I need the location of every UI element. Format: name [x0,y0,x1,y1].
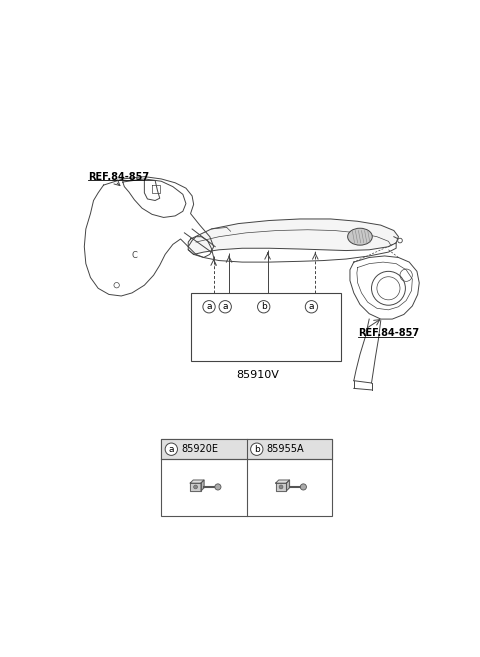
Text: b: b [254,445,260,454]
Circle shape [251,443,263,455]
Text: 85955A: 85955A [267,444,304,454]
Circle shape [193,485,197,489]
Text: REF.84-857: REF.84-857 [88,171,149,181]
Text: a: a [309,302,314,311]
Polygon shape [188,219,398,254]
Ellipse shape [348,228,372,245]
Bar [161,439,332,459]
Circle shape [258,301,270,313]
Circle shape [279,485,283,489]
Circle shape [305,301,318,313]
Text: 85920E: 85920E [181,444,218,454]
Text: a: a [206,302,212,311]
Polygon shape [190,480,204,483]
Text: a: a [168,445,174,454]
Text: REF.84-857: REF.84-857 [358,328,419,338]
Polygon shape [190,483,201,491]
Polygon shape [276,480,289,483]
Text: a: a [222,302,228,311]
Bar [161,439,332,516]
Circle shape [215,484,221,490]
Text: 85910V: 85910V [237,370,279,380]
Circle shape [165,443,178,455]
Text: C: C [132,252,137,260]
Bar [191,293,341,361]
Text: b: b [261,302,266,311]
Circle shape [203,301,215,313]
Polygon shape [287,480,289,491]
Polygon shape [276,483,287,491]
Circle shape [219,301,231,313]
Circle shape [398,238,402,243]
Circle shape [300,484,306,490]
Polygon shape [201,480,204,491]
